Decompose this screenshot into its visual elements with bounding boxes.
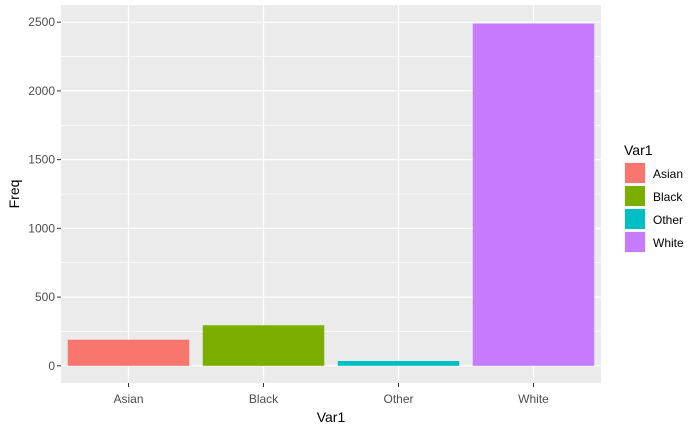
y-axis-ticks: 0 500 1000 1500 2000 2500 — [28, 15, 61, 373]
bar-asian — [67, 339, 190, 366]
x-tick-label: Other — [383, 392, 413, 406]
legend-title: Var1 — [624, 142, 653, 158]
x-tick-label: Asian — [113, 392, 143, 406]
y-axis-title: Freq — [6, 180, 22, 209]
legend-swatch-other — [625, 209, 645, 229]
bar-white — [472, 23, 595, 366]
bar-black — [202, 325, 325, 366]
legend-label: Other — [653, 213, 683, 227]
y-tick-label: 1000 — [28, 221, 55, 235]
x-tick-label: White — [518, 392, 549, 406]
legend-swatch-black — [625, 186, 645, 206]
legend-swatch-white — [625, 232, 645, 252]
x-tick-label: Black — [249, 392, 279, 406]
y-tick-label: 500 — [35, 290, 55, 304]
y-tick-label: 2000 — [28, 84, 55, 98]
bar-other — [337, 361, 460, 366]
legend-swatch-asian — [625, 163, 645, 183]
legend-label: Black — [653, 190, 683, 204]
y-tick-label: 0 — [48, 359, 55, 373]
legend-label: Asian — [653, 167, 683, 181]
x-axis-title: Var1 — [317, 409, 346, 425]
x-axis-ticks: Asian Black Other White — [113, 383, 549, 406]
y-tick-label: 2500 — [28, 15, 55, 29]
bars — [67, 23, 595, 366]
y-tick-label: 1500 — [28, 153, 55, 167]
legend-label: White — [653, 236, 684, 250]
legend: Var1 Asian Black Other White — [624, 142, 684, 253]
